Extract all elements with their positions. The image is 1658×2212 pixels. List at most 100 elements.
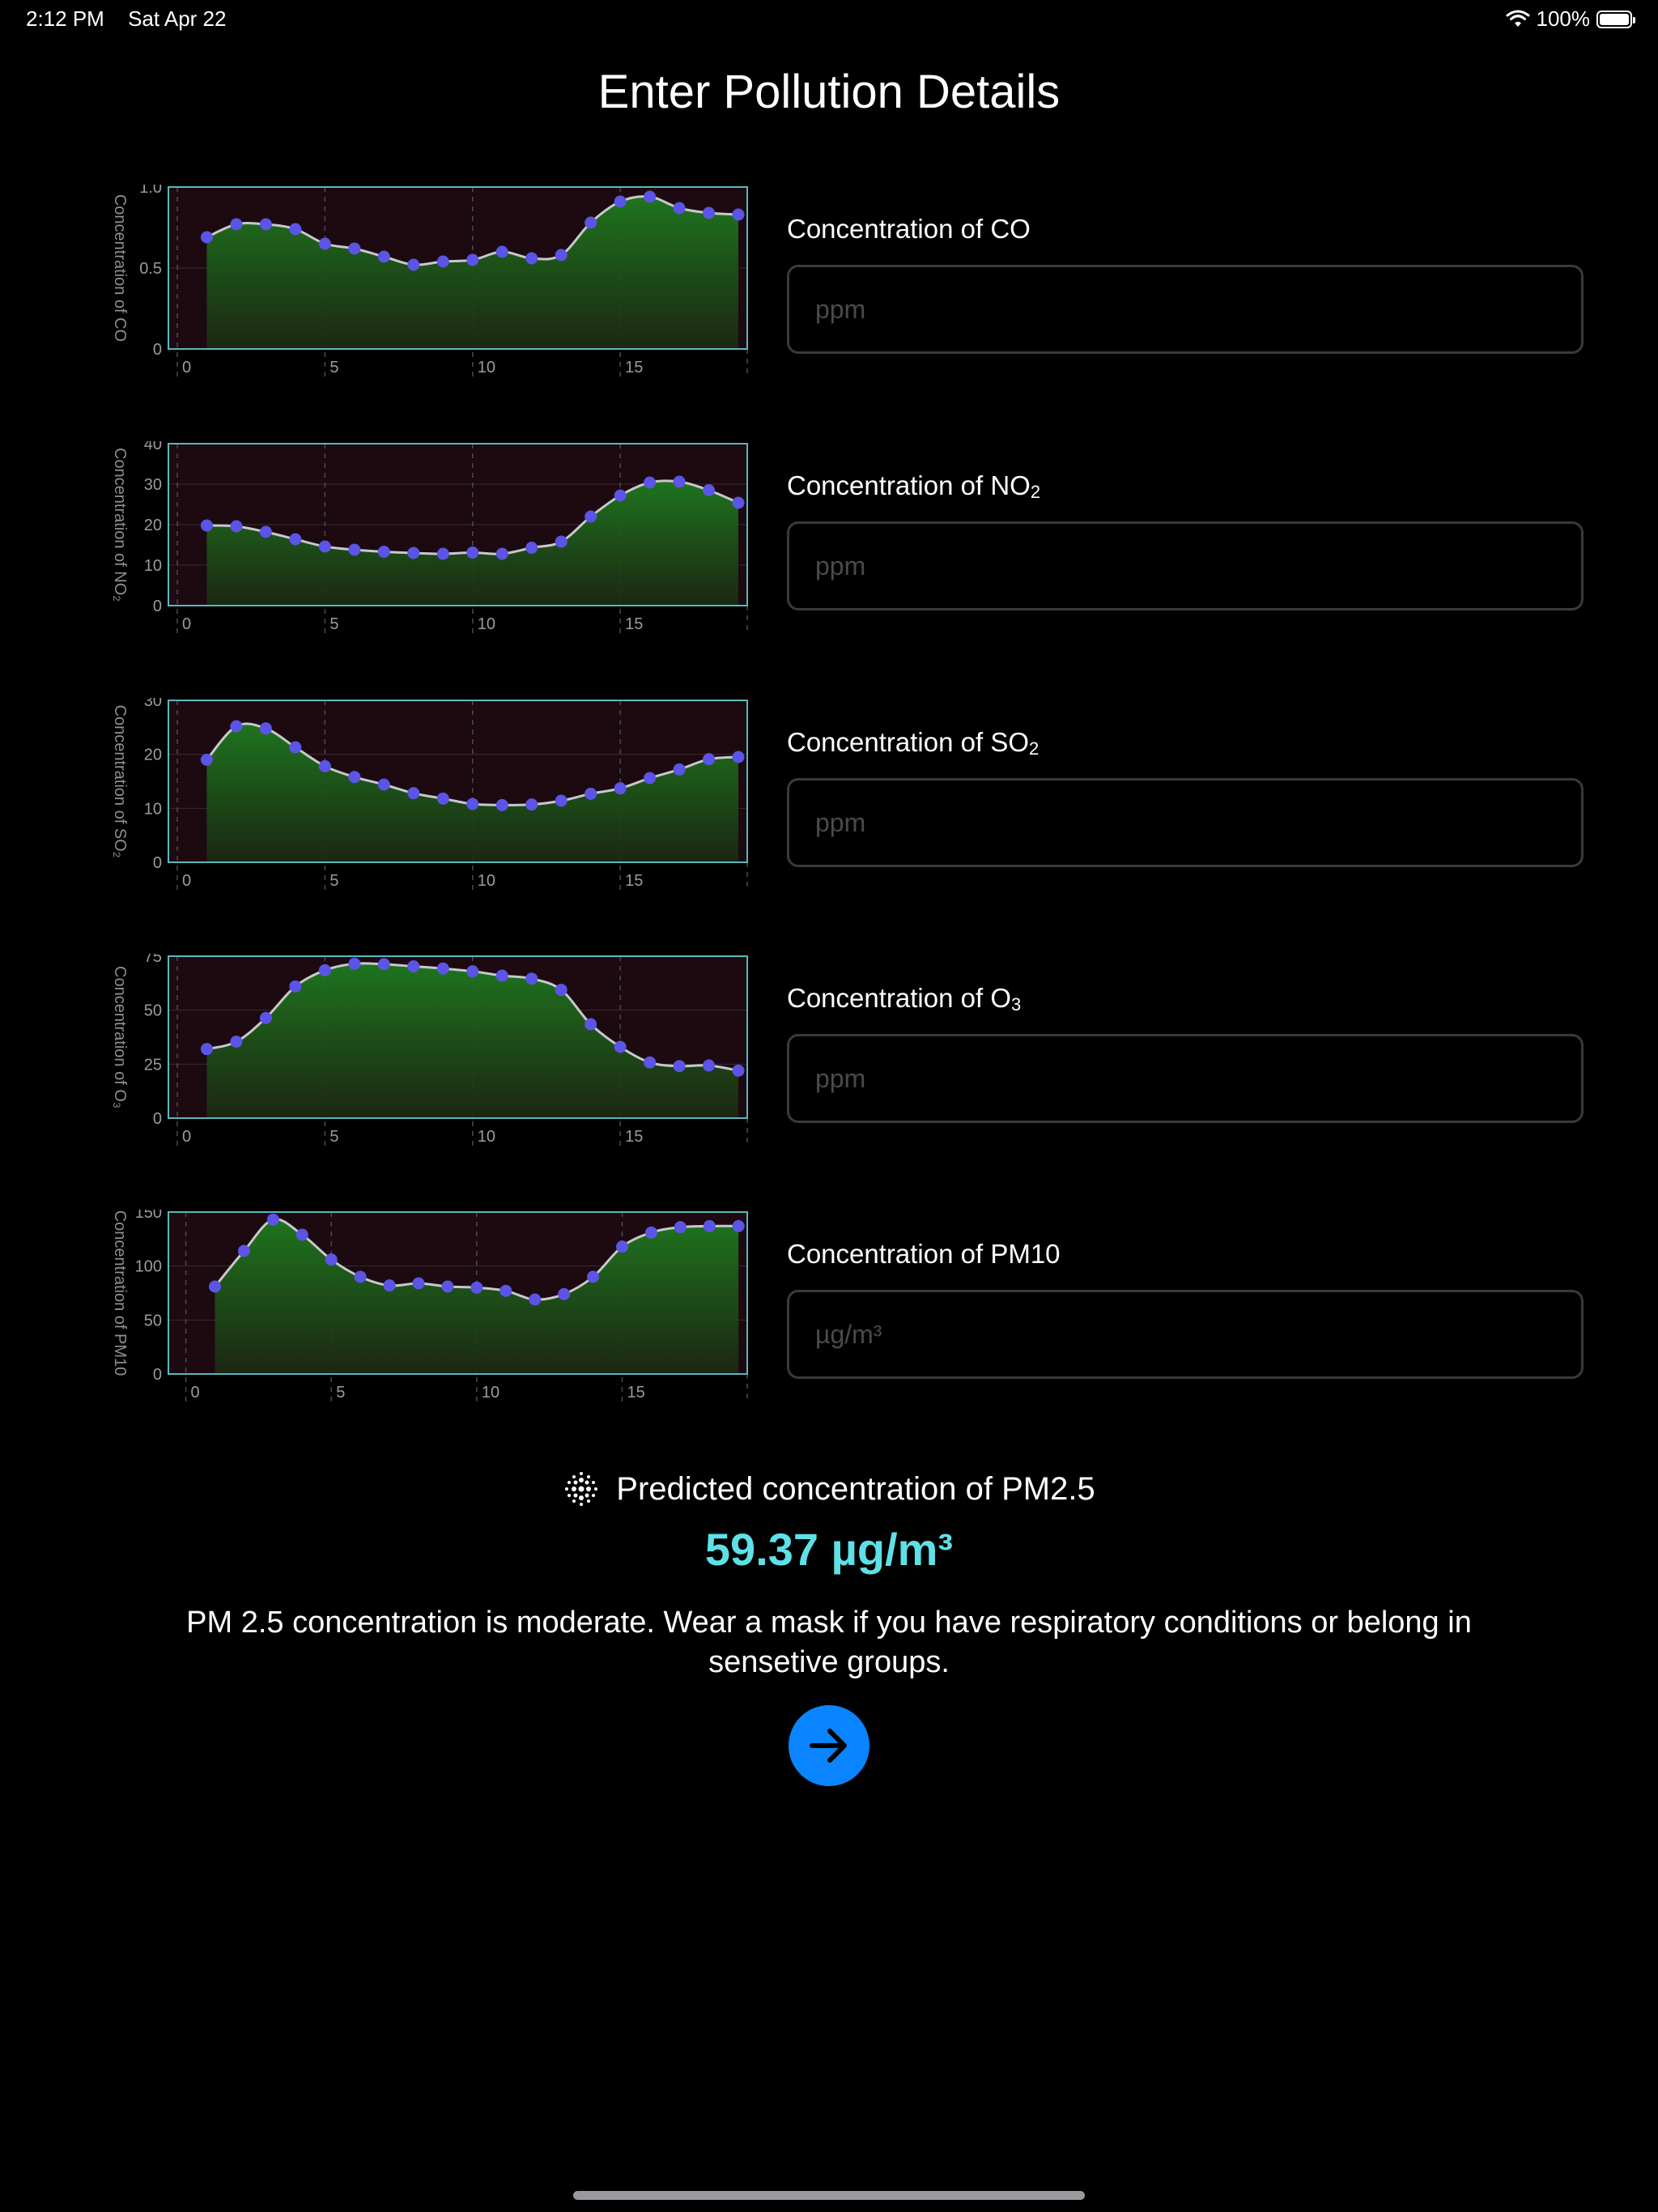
chart-svg: 0 25 50 75 0 5 10 15 Concentration of O₃	[111, 954, 748, 1146]
field-label: Concentration of PM10	[787, 1239, 1061, 1270]
data-point	[555, 249, 568, 262]
data-point	[703, 206, 716, 219]
data-point	[289, 533, 302, 546]
data-point	[318, 759, 331, 772]
y-axis-label: Concentration of SO₂	[111, 705, 129, 858]
data-point	[558, 1287, 571, 1300]
data-point	[266, 1213, 279, 1226]
data-point	[230, 218, 243, 231]
data-point	[732, 751, 745, 764]
y-tick-label: 0	[153, 598, 162, 615]
data-point	[703, 1219, 716, 1232]
series-area	[206, 480, 739, 606]
data-point	[614, 195, 627, 208]
x-tick-label: 0	[182, 1128, 191, 1146]
data-point	[230, 520, 243, 533]
data-point	[585, 510, 597, 523]
status-bar: 2:12 PM Sat Apr 22 100%	[0, 0, 1658, 39]
chart-4: 0 50 100 150 0 5 10 15 Concentration of PM10	[97, 1210, 769, 1412]
y-tick-label: 150	[135, 1210, 162, 1222]
data-point	[585, 787, 597, 800]
field-label-subscript: 2	[1030, 482, 1041, 502]
data-point	[673, 202, 686, 215]
data-point	[525, 542, 538, 554]
data-point	[436, 547, 449, 560]
field-label: Concentration of NO2	[787, 470, 1040, 503]
data-point	[673, 475, 686, 488]
data-point	[230, 720, 243, 733]
data-point	[525, 972, 538, 985]
prediction-value: 59.37 µg/m³	[704, 1524, 954, 1575]
field-label-subscript: 3	[1011, 994, 1022, 1015]
plot-border	[168, 700, 748, 863]
data-point	[732, 1219, 745, 1232]
field-label: Concentration of O3	[787, 983, 1021, 1015]
data-point	[644, 1226, 657, 1239]
data-point	[703, 484, 716, 496]
x-tick-label: 15	[627, 1384, 645, 1402]
chart-3: 0 25 50 75 0 5 10 15 Concentration of O₃	[97, 954, 769, 1156]
concentration-input[interactable]	[814, 550, 1581, 582]
data-point	[259, 1011, 272, 1024]
y-axis-label: Concentration of O₃	[111, 966, 129, 1108]
concentration-field[interactable]	[787, 1034, 1584, 1123]
page-title: Enter Pollution Details	[597, 66, 1061, 118]
x-tick-label: 10	[478, 872, 495, 890]
data-point	[259, 525, 272, 538]
concentration-input[interactable]	[814, 1318, 1581, 1351]
data-point	[407, 787, 420, 800]
data-point	[436, 962, 449, 975]
field-label-text: Concentration of NO	[787, 470, 1031, 500]
series-area	[215, 1219, 739, 1374]
home-indicator[interactable]	[573, 2191, 1085, 2200]
concentration-input[interactable]	[814, 1062, 1581, 1095]
field-label-text: Concentration of O	[787, 983, 1011, 1013]
data-point	[585, 216, 597, 229]
data-point	[525, 798, 538, 811]
data-point	[614, 1040, 627, 1053]
x-tick-label: 5	[329, 872, 338, 890]
field-label-text: Concentration of SO	[787, 727, 1029, 757]
data-point	[614, 782, 627, 795]
status-time: 2:12 PM	[26, 6, 104, 31]
data-point	[436, 255, 449, 268]
field-label-subscript: 2	[1029, 738, 1039, 759]
data-point	[495, 245, 508, 258]
chart-svg: 0 0.5 1.0 0 5 10 15 Concentration of CO	[111, 185, 748, 377]
x-tick-label: 15	[625, 1128, 643, 1146]
data-point	[644, 476, 657, 489]
data-point	[348, 957, 361, 970]
y-tick-label: 25	[144, 1056, 162, 1074]
status-date: Sat Apr 22	[128, 6, 227, 31]
data-point	[377, 250, 390, 263]
x-tick-label: 0	[182, 615, 191, 633]
y-tick-label: 0	[153, 1110, 162, 1128]
x-tick-label: 0	[191, 1384, 200, 1402]
concentration-field[interactable]	[787, 778, 1584, 867]
y-tick-label: 1.0	[139, 185, 162, 197]
concentration-input[interactable]	[814, 806, 1581, 839]
concentration-field[interactable]	[787, 1290, 1584, 1379]
data-point	[500, 1284, 512, 1297]
x-tick-label: 10	[482, 1384, 500, 1402]
data-point	[466, 253, 479, 266]
data-point	[259, 218, 272, 231]
concentration-field[interactable]	[787, 265, 1584, 354]
prediction-section: Predicted concentration of PM2.5 59.37 µ…	[0, 1470, 1658, 1576]
y-axis-label: Concentration of PM10	[111, 1210, 129, 1376]
x-tick-label: 5	[329, 359, 338, 376]
data-point	[587, 1270, 600, 1283]
y-tick-label: 50	[144, 1312, 162, 1329]
sparkle-dots-icon	[565, 1472, 598, 1506]
field-label-text: Concentration of PM10	[787, 1239, 1061, 1269]
y-tick-label: 10	[144, 800, 162, 818]
next-button[interactable]	[789, 1705, 869, 1786]
concentration-field[interactable]	[787, 521, 1584, 610]
data-point	[200, 1043, 213, 1056]
data-point	[259, 722, 272, 735]
data-point	[407, 258, 420, 271]
data-point	[703, 753, 716, 766]
data-point	[200, 753, 213, 766]
data-point	[348, 543, 361, 556]
concentration-input[interactable]	[814, 293, 1581, 325]
